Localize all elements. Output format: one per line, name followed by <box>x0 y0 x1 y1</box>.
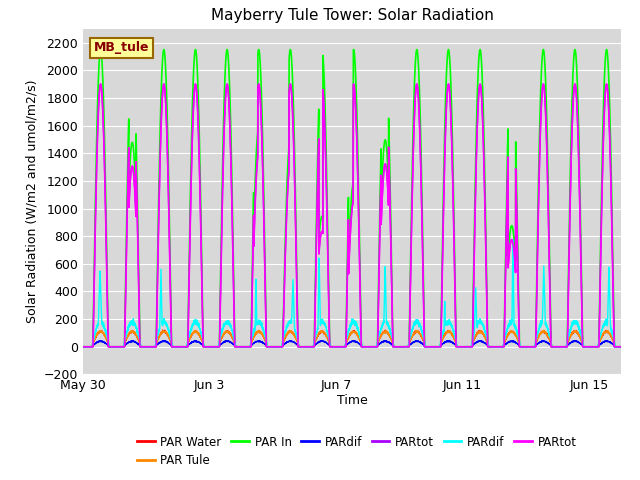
Legend: PAR Water, PAR Tule, PAR In, PARdif, PARtot, PARdif, PARtot: PAR Water, PAR Tule, PAR In, PARdif, PAR… <box>132 431 582 472</box>
X-axis label: Time: Time <box>337 394 367 407</box>
Title: Mayberry Tule Tower: Solar Radiation: Mayberry Tule Tower: Solar Radiation <box>211 9 493 24</box>
Y-axis label: Solar Radiation (W/m2 and umol/m2/s): Solar Radiation (W/m2 and umol/m2/s) <box>26 80 38 324</box>
Text: MB_tule: MB_tule <box>94 41 150 54</box>
